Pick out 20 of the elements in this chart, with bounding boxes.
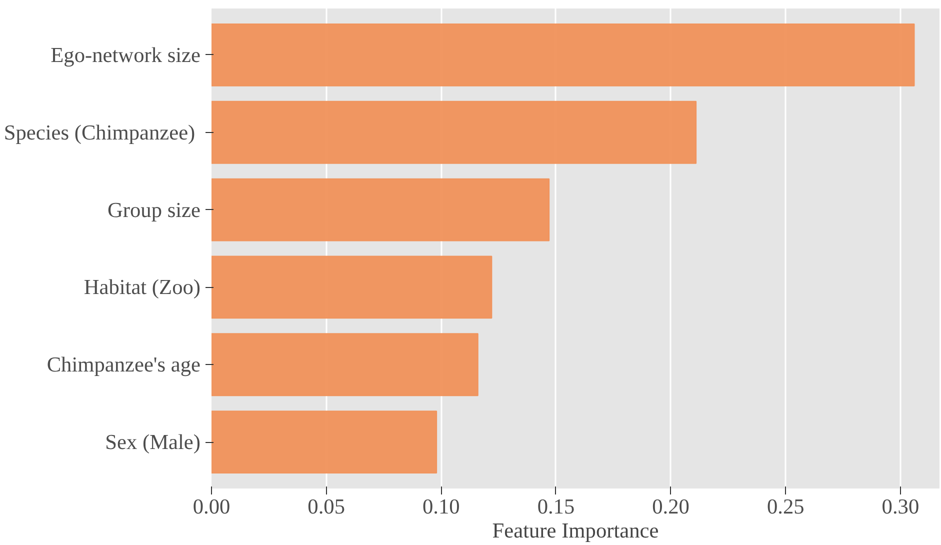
x-tick-label: 0.05	[308, 494, 345, 518]
x-tick-label: 0.15	[537, 494, 575, 518]
y-tick-label: Group size	[108, 198, 201, 222]
bar	[212, 410, 438, 474]
bar	[212, 100, 697, 164]
y-tick-label: Chimpanzee's age	[46, 352, 200, 377]
y-tick-label: Ego-network size	[50, 42, 201, 67]
bar	[212, 333, 478, 396]
x-tick-label: 0.10	[422, 494, 460, 518]
y-tick-label: Species (Chimpanzee)	[4, 120, 196, 144]
x-tick-label: 0.20	[652, 494, 690, 518]
bar	[212, 256, 492, 319]
x-tick-label: 0.25	[766, 494, 804, 518]
bar	[212, 23, 915, 86]
x-tick-label: 0.30	[882, 494, 920, 518]
x-axis-title: Feature Importance	[492, 518, 659, 542]
y-tick-label: Sex (Male)	[105, 430, 201, 454]
bar	[212, 178, 550, 242]
x-tick-label: 0.00	[192, 494, 230, 518]
y-tick-label: Habitat (Zoo)	[84, 275, 200, 300]
